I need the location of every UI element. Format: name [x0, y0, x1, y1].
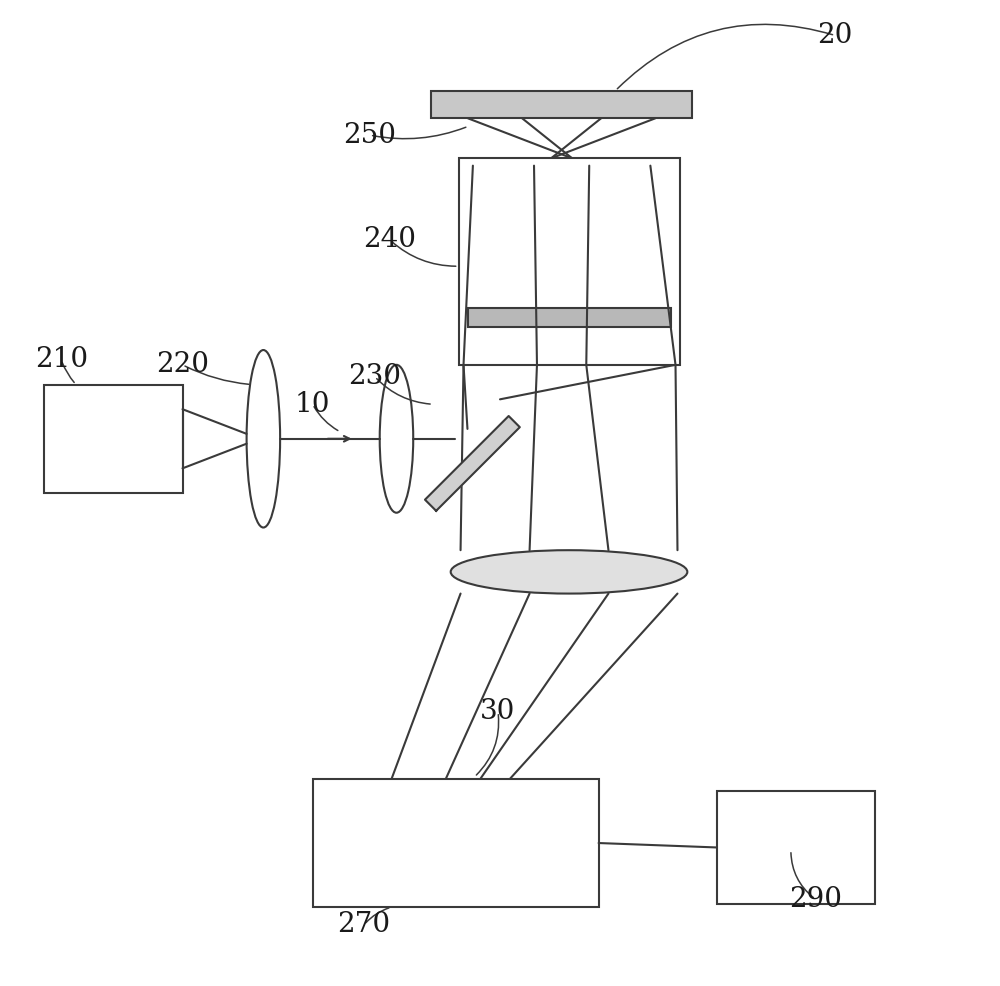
Polygon shape	[425, 416, 520, 511]
Text: 220: 220	[156, 351, 209, 379]
Ellipse shape	[451, 550, 687, 594]
Text: 270: 270	[337, 911, 390, 939]
Bar	[468, 308, 671, 327]
Text: 230: 230	[348, 363, 401, 390]
Bar	[431, 91, 692, 118]
Text: 30: 30	[480, 698, 516, 726]
Text: 10: 10	[295, 390, 330, 418]
Bar	[717, 791, 875, 904]
Bar	[313, 779, 599, 907]
Text: 250: 250	[343, 121, 396, 149]
Text: 240: 240	[363, 226, 416, 253]
Text: 210: 210	[35, 346, 88, 374]
Text: 20: 20	[818, 22, 853, 49]
Bar	[44, 385, 183, 493]
Bar	[459, 158, 680, 365]
Text: 290: 290	[789, 885, 842, 913]
